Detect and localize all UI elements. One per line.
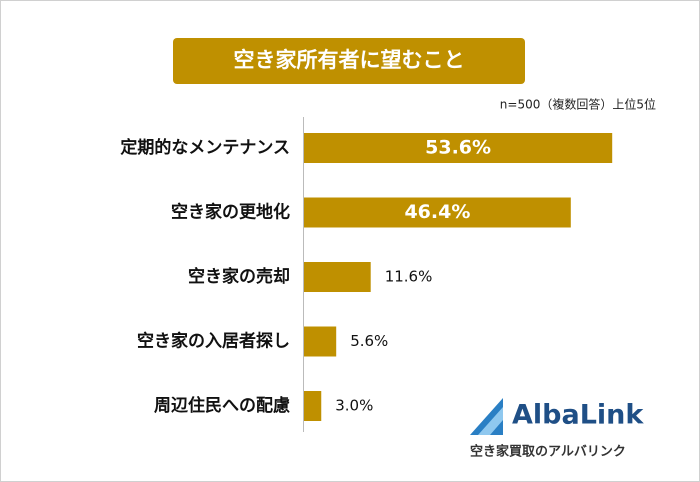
category-label: 定期的なメンテナンス	[120, 137, 290, 158]
value-label: 46.4%	[404, 201, 470, 223]
logo: AlbaLink 空き家買取のアルバリンク	[470, 398, 644, 460]
value-label: 11.6%	[385, 268, 433, 286]
category-label: 空き家の入居者探し	[137, 331, 290, 352]
logo-name: AlbaLink	[512, 400, 644, 431]
title-box	[173, 38, 525, 84]
category-label: 空き家の売却	[188, 266, 290, 287]
chart-title: 空き家所有者に望むこと	[234, 48, 465, 72]
logo-icon	[478, 407, 503, 435]
bar	[304, 197, 571, 228]
bar	[304, 262, 371, 292]
bar	[304, 391, 322, 421]
category-label: 空き家の更地化	[171, 202, 290, 223]
bar	[304, 326, 337, 357]
bar	[304, 133, 613, 163]
logo-tagline: 空き家買取のアルバリンク	[470, 444, 626, 460]
category-label: 周辺住民への配慮	[154, 395, 290, 416]
value-label: 3.0%	[335, 397, 373, 415]
value-label: 53.6%	[425, 137, 491, 159]
subtitle: n=500（複数回答）上位5位	[500, 97, 656, 112]
value-label: 5.6%	[350, 332, 388, 350]
